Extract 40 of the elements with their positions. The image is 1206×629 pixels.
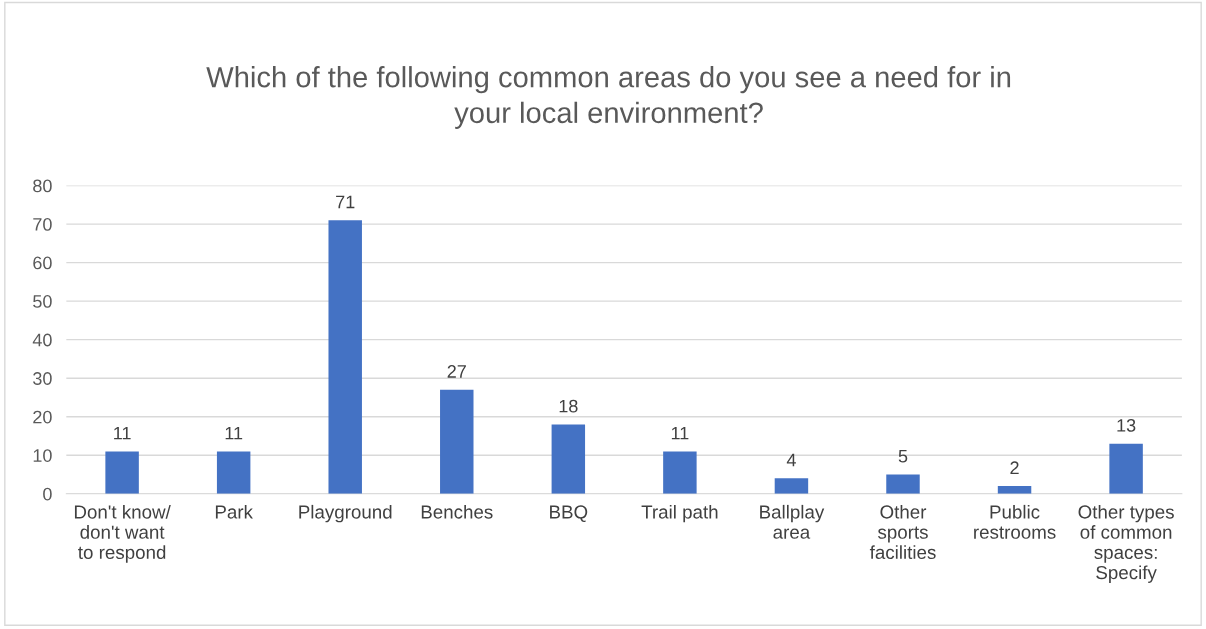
data-label: 11 bbox=[225, 426, 243, 440]
y-tick-label: 60 bbox=[33, 256, 52, 270]
bar bbox=[440, 389, 474, 494]
y-tick-label: 10 bbox=[33, 449, 52, 462]
bar bbox=[328, 220, 362, 494]
x-tick-label: Other types of common spaces: Specify bbox=[1078, 504, 1174, 583]
x-tick-label: Trail path bbox=[641, 504, 718, 523]
chart-title: Which of the following common areas do you see a need for in your local environment? bbox=[206, 66, 1011, 129]
bar bbox=[886, 474, 920, 494]
bar bbox=[663, 451, 697, 494]
data-label: 18 bbox=[559, 399, 578, 413]
data-label: 11 bbox=[114, 426, 131, 440]
y-tick-label: 80 bbox=[33, 179, 52, 193]
x-tick-label: Ballplay area bbox=[760, 504, 825, 539]
bar bbox=[105, 451, 139, 494]
x-tick-label: BBQ bbox=[550, 505, 588, 523]
x-tick-label: Public restrooms bbox=[974, 504, 1056, 539]
bar bbox=[997, 486, 1032, 494]
x-tick-label: Park bbox=[215, 504, 253, 519]
y-tick-label: 20 bbox=[33, 410, 52, 424]
data-label: 2 bbox=[1010, 461, 1019, 474]
data-label: 27 bbox=[447, 365, 466, 378]
data-label: 71 bbox=[336, 195, 355, 209]
data-label: 11 bbox=[671, 426, 689, 440]
x-tick-label: Don't know/ don't want to respond bbox=[74, 504, 171, 563]
data-label: 4 bbox=[786, 453, 796, 467]
x-tick-label: Benches bbox=[421, 504, 493, 519]
data-label: 5 bbox=[898, 450, 908, 463]
y-tick-label: 50 bbox=[33, 295, 52, 308]
bar bbox=[216, 451, 251, 494]
y-tick-label: 40 bbox=[32, 333, 52, 347]
y-tick-label: 30 bbox=[33, 372, 52, 385]
data-label: 13 bbox=[1117, 418, 1136, 432]
y-tick-label: 70 bbox=[33, 218, 52, 231]
bar bbox=[551, 424, 586, 494]
bar bbox=[1109, 443, 1143, 494]
x-tick-label: Other sports facilities bbox=[869, 504, 936, 560]
x-tick-label: Playground bbox=[299, 504, 392, 523]
y-tick-label: 0 bbox=[43, 487, 52, 501]
bar bbox=[774, 478, 809, 494]
